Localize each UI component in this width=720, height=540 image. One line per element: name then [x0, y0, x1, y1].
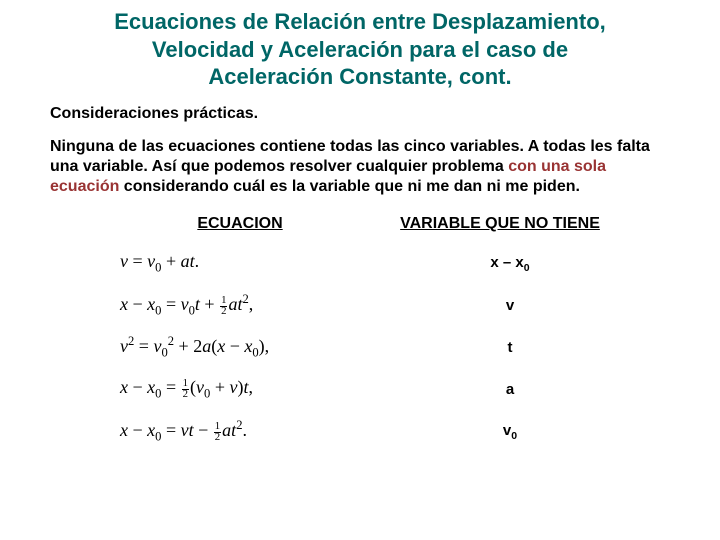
equation-cell-1: v = v0 + at.	[110, 251, 380, 276]
header-equation: ECUACION	[110, 215, 370, 233]
variable-cell-3: t	[380, 339, 640, 356]
paragraph-part2: considerando cuál es la variable que ni …	[119, 178, 580, 195]
variable-cell-4: a	[380, 381, 640, 398]
subheading: Consideraciones prácticas.	[50, 105, 670, 123]
table-row: v2 = v02 + 2a(x − x0), t	[110, 327, 650, 369]
table-row: x − x0 = vt − 12at2. v0	[110, 411, 650, 453]
slide-title: Ecuaciones de Relación entre Desplazamie…	[50, 8, 670, 91]
equation-cell-2: x − x0 = v0t + 12at2,	[110, 292, 380, 319]
variable-cell-5: v0	[380, 422, 640, 442]
title-line-1: Ecuaciones de Relación entre Desplazamie…	[114, 9, 606, 34]
table-row: v = v0 + at. x – x0	[110, 243, 650, 285]
title-line-2: Velocidad y Aceleración para el caso de	[152, 37, 568, 62]
equation-cell-4: x − x0 = 12(v0 + v)t,	[110, 377, 380, 402]
equation-cell-5: x − x0 = vt − 12at2.	[110, 418, 380, 445]
header-variable: VARIABLE QUE NO TIENE	[370, 215, 630, 233]
table-header-row: ECUACION VARIABLE QUE NO TIENE	[110, 215, 650, 233]
equations-table: ECUACION VARIABLE QUE NO TIENE v = v0 + …	[110, 215, 650, 453]
body-paragraph: Ninguna de las ecuaciones contiene todas…	[50, 137, 670, 197]
title-line-3: Aceleración Constante, cont.	[208, 64, 511, 89]
variable-cell-1: x – x0	[380, 254, 640, 274]
table-row: x − x0 = v0t + 12at2, v	[110, 285, 650, 327]
variable-cell-2: v	[380, 297, 640, 314]
table-row: x − x0 = 12(v0 + v)t, a	[110, 369, 650, 411]
equation-cell-3: v2 = v02 + 2a(x − x0),	[110, 334, 380, 361]
